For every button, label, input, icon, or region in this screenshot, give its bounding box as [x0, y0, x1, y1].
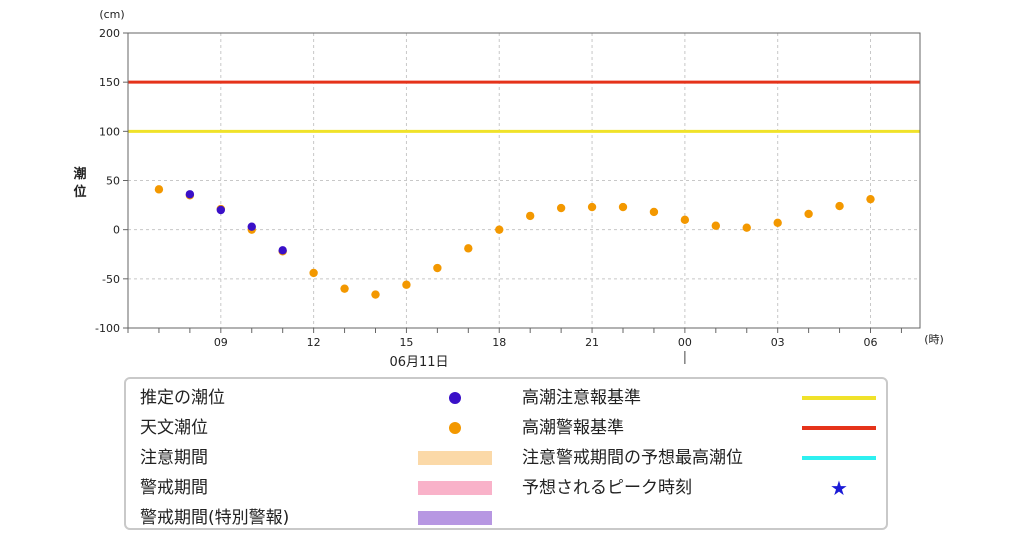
data-point	[340, 284, 349, 293]
legend-dot-symbol	[449, 422, 461, 434]
data-point	[495, 225, 504, 234]
y-tick-label: -100	[95, 322, 120, 335]
x-unit-label: (時)	[924, 333, 944, 346]
data-point	[711, 221, 721, 230]
data-point	[649, 207, 659, 217]
legend-band-symbol	[418, 481, 492, 495]
x-tick-label: 21	[585, 336, 599, 349]
reference-lines	[128, 80, 920, 133]
legend-label: 警戒期間	[140, 478, 208, 498]
legend-label: 警戒期間(特別警報)	[140, 508, 290, 528]
data-point	[154, 185, 164, 194]
data-point	[618, 202, 628, 212]
grid	[128, 33, 920, 328]
date-label: 06月11日	[389, 355, 448, 370]
legend-band-symbol	[418, 511, 492, 525]
data-point	[247, 222, 256, 231]
axes: 200 150 100 50 0 -50 -100 09 12 15 18 21 00 03 06	[95, 27, 921, 364]
x-tick-label: 12	[307, 336, 321, 349]
data-point	[433, 263, 442, 273]
data-point	[680, 215, 690, 225]
legend-label: 予想されるピーク時刻	[522, 478, 692, 498]
x-tick-label: 15	[399, 336, 413, 349]
legend-item: 高潮注意報基準	[126, 385, 886, 411]
y-tick-label: -50	[102, 273, 120, 286]
data-points	[154, 185, 875, 299]
data-point	[742, 223, 751, 232]
legend-line-symbol	[802, 456, 876, 460]
legend-label: 注意期間	[140, 448, 208, 468]
legend-line-symbol	[802, 426, 876, 430]
data-point	[835, 201, 844, 211]
data-point	[866, 194, 875, 204]
legend-item: 注意警戒期間の予想最高潮位	[126, 445, 886, 471]
y-axis-title-char: 潮	[73, 166, 86, 182]
legend-item: 天文潮位	[126, 415, 886, 441]
data-point	[804, 209, 813, 219]
legend-item: 注意期間	[126, 445, 886, 471]
data-point	[402, 280, 411, 289]
legend-label: 天文潮位	[140, 418, 208, 438]
legend-label: 推定の潮位	[140, 388, 225, 408]
data-point	[309, 268, 318, 278]
data-point	[464, 244, 473, 253]
data-point	[216, 205, 226, 215]
y-axis-title-char: 位	[73, 184, 86, 200]
tide-chart: (cm) (時) 06月11日 200 150 100 50 0 -50 -100 09 12 1…	[73, 8, 944, 370]
y-tick-label: 200	[99, 27, 120, 40]
legend: 推定の潮位天文潮位注意期間警戒期間警戒期間(特別警報) 高潮注意報基準 高潮警報基準…	[124, 377, 888, 530]
legend-line-symbol	[802, 396, 876, 400]
legend-dot-symbol	[449, 392, 461, 404]
data-point	[185, 190, 195, 199]
x-tick-label: 06	[864, 336, 878, 349]
legend-label: 高潮警報基準	[522, 418, 624, 438]
legend-item: 警戒期間	[126, 475, 886, 501]
data-point	[278, 246, 287, 255]
y-tick-label: 100	[99, 125, 120, 138]
x-tick-label: 18	[492, 336, 506, 349]
data-point	[587, 202, 597, 212]
data-point	[371, 290, 380, 299]
legend-band-symbol	[418, 451, 492, 465]
x-tick-label: 09	[214, 336, 228, 349]
legend-item: 高潮警報基準	[126, 415, 886, 441]
y-unit-label: (cm)	[99, 8, 124, 21]
x-tick-label: 03	[771, 336, 785, 349]
y-tick-label: 0	[113, 224, 120, 237]
data-point	[773, 218, 782, 227]
y-tick-label: 150	[99, 76, 120, 89]
star-icon: ★	[830, 476, 848, 500]
legend-label: 高潮注意報基準	[522, 388, 641, 408]
legend-item: 警戒期間(特別警報)	[126, 505, 886, 531]
y-axis-title: 潮位	[73, 166, 86, 200]
data-point	[525, 211, 535, 221]
data-point	[556, 203, 566, 213]
y-tick-label: 50	[106, 175, 120, 188]
x-tick-label: 00	[678, 336, 692, 349]
legend-item: 予想されるピーク時刻 ★	[126, 475, 886, 501]
legend-label: 注意警戒期間の予想最高潮位	[522, 448, 743, 468]
legend-item: 推定の潮位	[126, 385, 886, 411]
